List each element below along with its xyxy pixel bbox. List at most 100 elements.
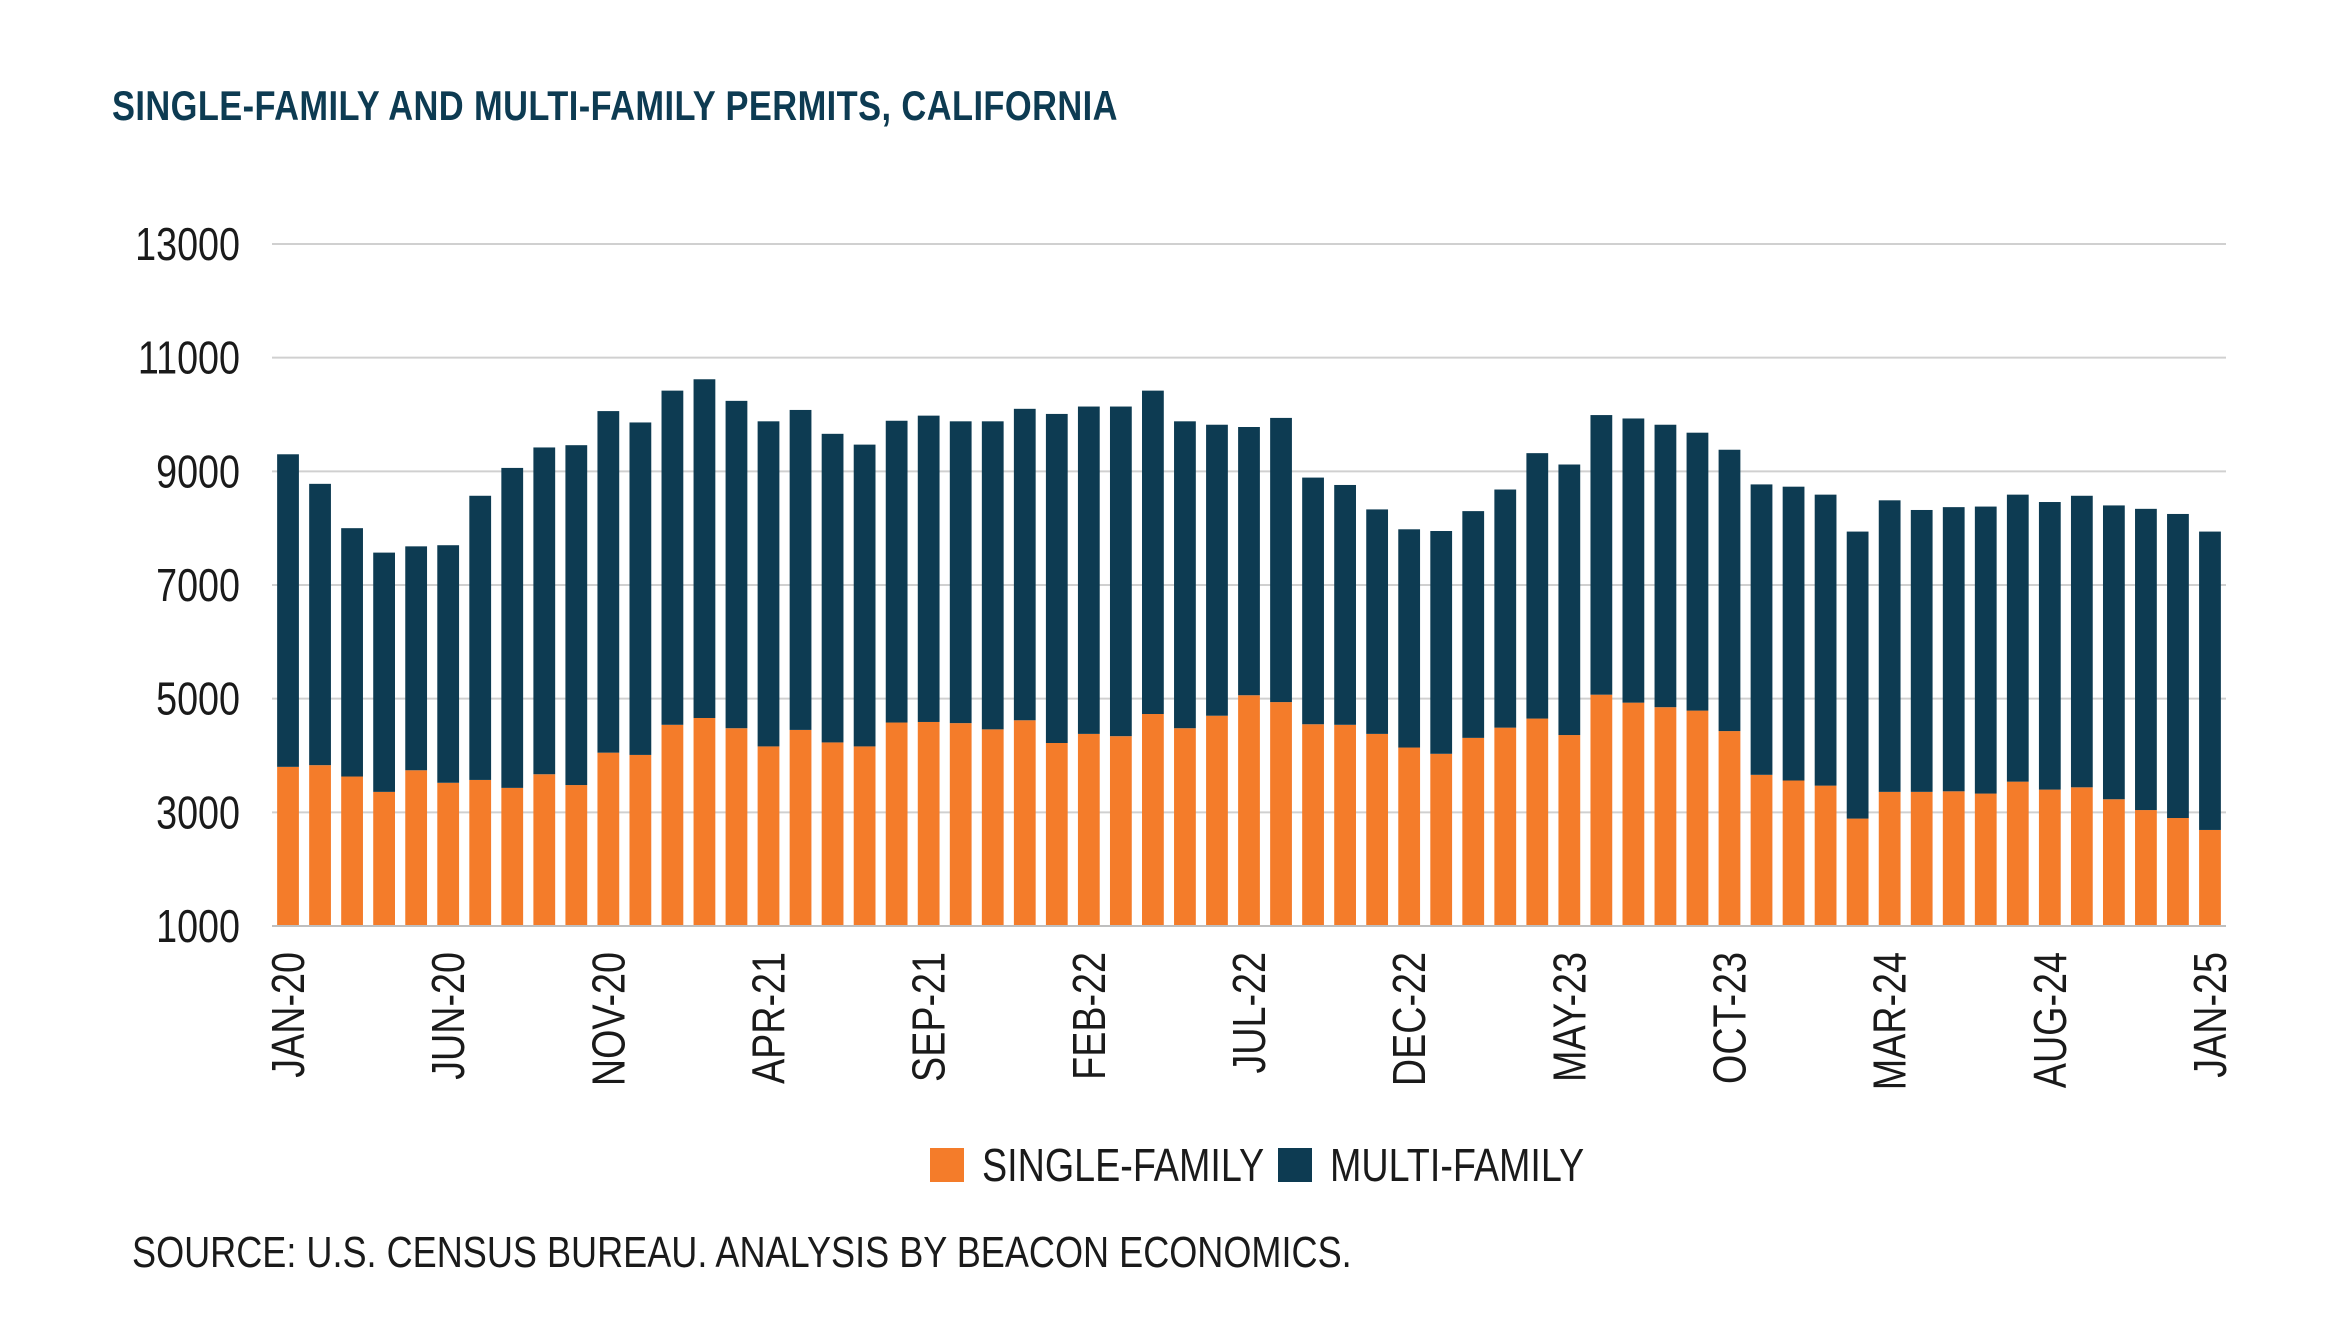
bar-multi-family	[373, 552, 395, 792]
bar-single-family	[1462, 737, 1485, 926]
bar-single-family	[1974, 793, 1997, 926]
bar-single-family	[1686, 710, 1709, 926]
legend-label: SINGLE-FAMILY	[982, 1139, 1264, 1190]
bar-single-family	[1077, 733, 1100, 926]
bar-multi-family	[981, 421, 1004, 730]
bar-multi-family	[469, 495, 492, 780]
bar-multi-family	[1109, 406, 1132, 737]
bar-single-family	[725, 728, 748, 926]
bar-multi-family	[2038, 502, 2061, 790]
bar-single-family	[2070, 787, 2093, 926]
bar-multi-family	[1782, 486, 1805, 781]
stacked-bars	[277, 379, 2221, 926]
bar-single-family	[1622, 702, 1645, 926]
bar-single-family	[2135, 810, 2157, 926]
bar-multi-family	[437, 545, 460, 783]
bar-single-family	[1750, 774, 1773, 926]
bar-multi-family	[1238, 427, 1260, 696]
bar-single-family	[1174, 728, 1196, 926]
bar-single-family	[2199, 829, 2221, 926]
bar-single-family	[1334, 724, 1356, 926]
bar-multi-family	[1174, 421, 1196, 729]
bar-single-family	[341, 776, 363, 926]
bar-single-family	[277, 766, 299, 926]
bar-multi-family	[1974, 506, 1997, 794]
y-axis-tick-labels: 1000 3000 5000 7000 9000 11000 13000	[135, 218, 240, 951]
bar-multi-family	[885, 420, 908, 723]
x-tick-label: NOV-20	[583, 952, 634, 1086]
y-tick-label: 1000	[156, 900, 240, 951]
legend-swatch	[1278, 1148, 1312, 1182]
x-tick-label: AUG-24	[2024, 952, 2075, 1088]
bar-multi-family	[1077, 406, 1100, 734]
bar-multi-family	[853, 444, 876, 747]
bar-single-family	[1910, 791, 1933, 926]
bar-single-family	[533, 774, 556, 926]
bar-multi-family	[1942, 507, 1965, 792]
bar-multi-family	[2006, 494, 2029, 782]
bar-multi-family	[501, 467, 524, 788]
bar-single-family	[1558, 735, 1581, 926]
legend: SINGLE-FAMILY MULTI-FAMILY	[930, 1139, 1584, 1191]
x-tick-label: JAN-25	[2184, 952, 2235, 1078]
x-tick-label: JUN-20	[423, 952, 474, 1080]
bar-single-family	[949, 723, 972, 926]
bar-single-family	[1814, 785, 1837, 926]
bar-single-family	[1430, 753, 1453, 926]
y-tick-label: 3000	[156, 787, 240, 838]
bar-single-family	[1654, 707, 1677, 926]
bar-multi-family	[2199, 531, 2221, 830]
bar-single-family	[1590, 694, 1613, 926]
bar-single-family	[1398, 747, 1421, 926]
bar-multi-family	[949, 421, 972, 724]
bar-multi-family	[1334, 484, 1356, 725]
x-tick-label: OCT-23	[1704, 952, 1755, 1084]
bar-single-family	[501, 787, 524, 926]
bar-single-family	[885, 722, 908, 926]
legend-swatch	[930, 1148, 964, 1182]
bar-single-family	[821, 742, 844, 926]
y-tick-label: 9000	[156, 446, 240, 497]
x-tick-label: SEP-21	[903, 952, 954, 1082]
bar-single-family	[597, 752, 620, 926]
bar-single-family	[1782, 780, 1805, 926]
x-tick-label: JAN-20	[262, 952, 313, 1078]
legend-label: MULTI-FAMILY	[1330, 1139, 1584, 1190]
bar-multi-family	[1494, 489, 1517, 728]
bar-single-family	[917, 721, 940, 926]
bar-multi-family	[309, 483, 331, 766]
bar-single-family	[1942, 791, 1965, 926]
bar-multi-family	[1686, 432, 1709, 711]
y-tick-label: 13000	[135, 218, 240, 269]
bar-multi-family	[405, 546, 428, 771]
bar-multi-family	[2135, 508, 2157, 811]
bar-single-family	[693, 717, 716, 926]
bar-multi-family	[1302, 477, 1324, 725]
source-note: SOURCE: U.S. CENSUS BUREAU. ANALYSIS BY …	[132, 1228, 1352, 1277]
bar-single-family	[853, 746, 876, 926]
bar-multi-family	[1846, 531, 1869, 819]
x-tick-label: FEB-22	[1063, 952, 1114, 1080]
bar-multi-family	[1206, 424, 1228, 716]
bar-single-family	[757, 746, 780, 926]
y-tick-label: 5000	[156, 673, 240, 724]
bar-multi-family	[1718, 449, 1741, 732]
bar-multi-family	[1142, 390, 1164, 715]
bar-multi-family	[1430, 531, 1453, 754]
bar-single-family	[1013, 720, 1036, 926]
bar-single-family	[1526, 718, 1549, 926]
bar-multi-family	[1590, 415, 1613, 695]
bar-multi-family	[1366, 509, 1389, 734]
bar-single-family	[1045, 743, 1068, 926]
bar-single-family	[981, 729, 1004, 926]
bar-single-family	[2006, 781, 2029, 926]
x-tick-label: MAR-24	[1864, 952, 1915, 1090]
bar-single-family	[2038, 789, 2061, 926]
bar-single-family	[437, 782, 460, 926]
bar-multi-family	[1878, 500, 1901, 792]
bar-single-family	[405, 770, 428, 926]
bar-multi-family	[1526, 453, 1549, 719]
bar-multi-family	[629, 422, 652, 755]
y-tick-label: 7000	[156, 559, 240, 610]
bar-single-family	[789, 729, 812, 926]
